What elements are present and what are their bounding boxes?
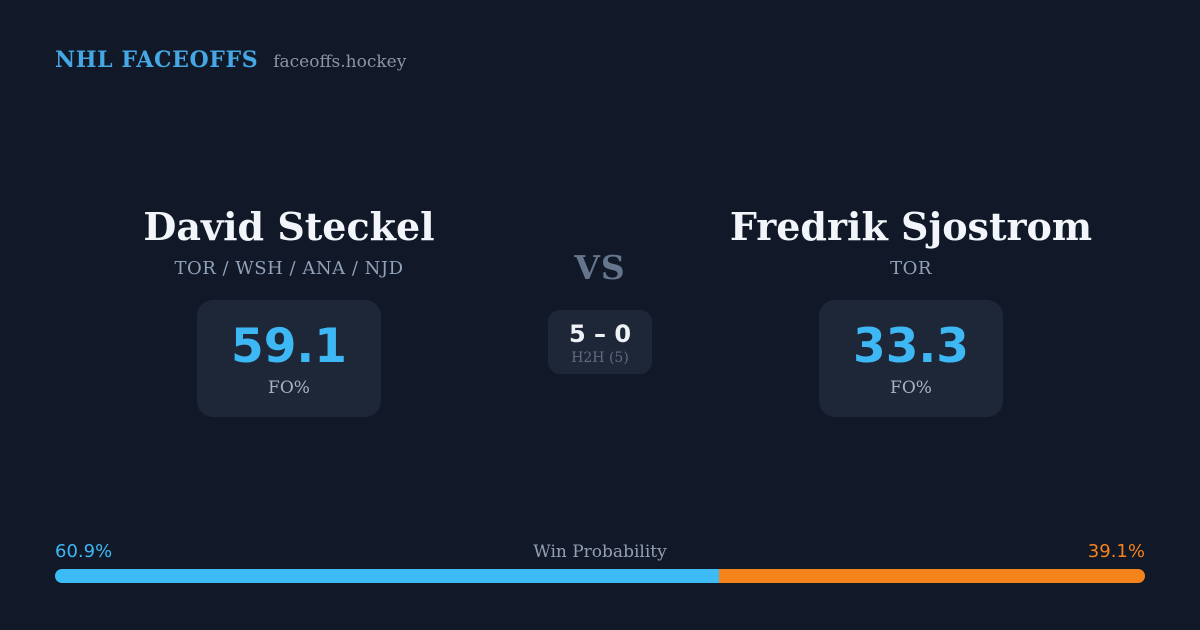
left-player-stat-box: 59.1 FO% bbox=[197, 299, 381, 418]
win-probability-right-pct: 39.1% bbox=[1087, 541, 1145, 562]
h2h-score: 5 – 0 bbox=[568, 320, 632, 348]
win-probability-bar-right-segment bbox=[718, 569, 1145, 583]
h2h-label: H2H (5) bbox=[571, 350, 629, 367]
win-probability-title: Win Probability bbox=[533, 542, 667, 562]
brand-header: NHL FACEOFFS faceoffs.hockey bbox=[55, 47, 406, 73]
left-player-column: David Steckel TOR / WSH / ANA / NJD 59.1… bbox=[79, 204, 499, 418]
win-probability-bar-left-segment bbox=[55, 569, 719, 583]
right-player-teams: TOR bbox=[890, 257, 932, 279]
left-player-stat-label: FO% bbox=[268, 378, 310, 399]
brand-title: NHL FACEOFFS bbox=[55, 47, 259, 73]
left-player-stat-value: 59.1 bbox=[231, 318, 347, 374]
win-probability-bar bbox=[55, 569, 1145, 583]
left-player-teams: TOR / WSH / ANA / NJD bbox=[174, 257, 404, 279]
win-probability-labels: 60.9% Win Probability 39.1% bbox=[55, 541, 1145, 562]
right-player-column: Fredrik Sjostrom TOR 33.3 FO% bbox=[701, 204, 1121, 418]
vs-label: VS bbox=[574, 248, 626, 287]
right-player-stat-box: 33.3 FO% bbox=[819, 299, 1003, 418]
right-player-stat-value: 33.3 bbox=[853, 318, 969, 374]
right-player-name: Fredrik Sjostrom bbox=[729, 204, 1093, 249]
left-player-name: David Steckel bbox=[143, 204, 435, 249]
right-player-stat-label: FO% bbox=[890, 378, 932, 399]
win-probability-left-pct: 60.9% bbox=[55, 541, 113, 562]
h2h-box: 5 – 0 H2H (5) bbox=[547, 310, 653, 375]
brand-domain: faceoffs.hockey bbox=[273, 52, 407, 72]
versus-column: VS 5 – 0 H2H (5) bbox=[510, 248, 690, 375]
